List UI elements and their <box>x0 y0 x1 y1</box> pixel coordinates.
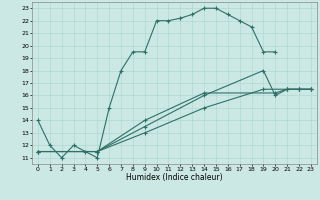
X-axis label: Humidex (Indice chaleur): Humidex (Indice chaleur) <box>126 173 223 182</box>
